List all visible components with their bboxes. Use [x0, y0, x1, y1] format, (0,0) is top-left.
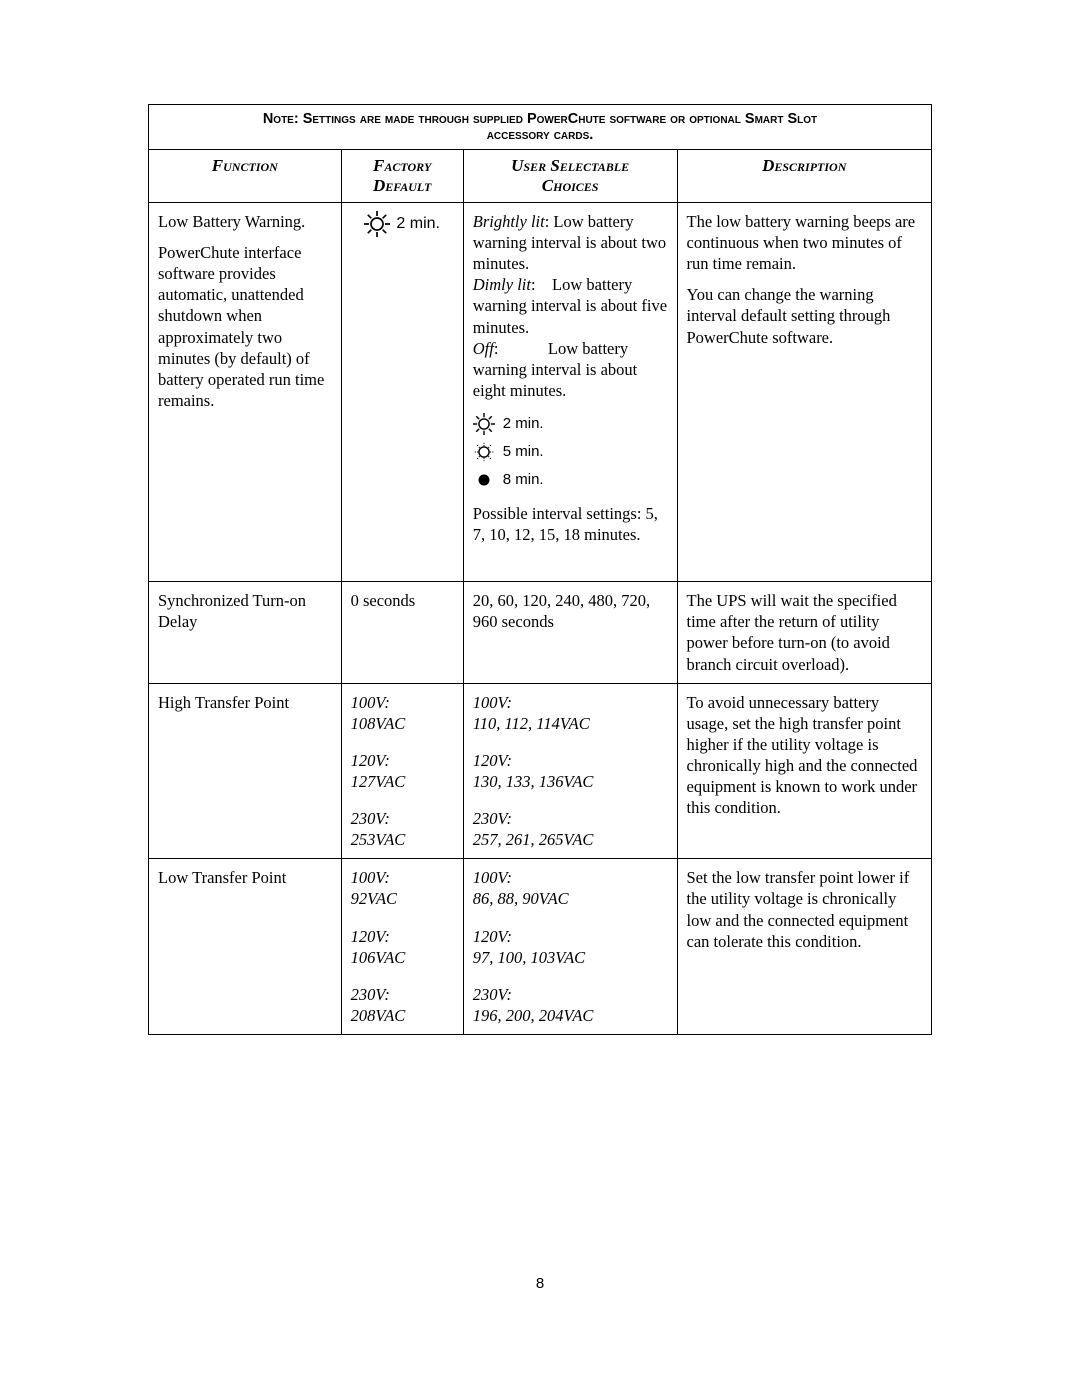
choices-off-text: : Low battery warning interval is about …	[473, 339, 642, 400]
cell-default-low-battery: 2 min.	[341, 203, 463, 582]
lt-c-100v-val: 86, 88, 90VAC	[473, 888, 668, 909]
row-low-transfer: Low Transfer Point 100V: 92VAC 120V: 106…	[149, 859, 932, 1035]
hdr-choices: User Selectable Choices	[463, 150, 677, 203]
desc-lb-p2: You can change the warning interval defa…	[687, 284, 923, 347]
desc-lb-p1: The low battery warning beeps are contin…	[687, 211, 923, 274]
hdr-description: Description	[677, 150, 932, 203]
settings-table: Note: Settings are made through supplied…	[148, 104, 932, 1035]
sun-bright-icon	[364, 211, 390, 237]
sun-bright-icon	[473, 413, 495, 435]
ind-off: 8 min.	[503, 470, 544, 489]
lt-c-120v-val: 97, 100, 103VAC	[473, 947, 668, 968]
sun-dim-icon	[473, 441, 495, 463]
ht-c-100v-val: 110, 112, 114VAC	[473, 713, 668, 734]
page: Note: Settings are made through supplied…	[0, 0, 1080, 1352]
solid-circle-icon	[473, 469, 495, 491]
header-row: Function Factory Default User Selectable…	[149, 150, 932, 203]
ht-c-230v-val: 257, 261, 265VAC	[473, 829, 668, 850]
cell-desc-low-battery: The low battery warning beeps are contin…	[677, 203, 932, 582]
ht-c-100v-lbl: 100V:	[473, 692, 668, 713]
ht-d-120v-lbl: 120V:	[351, 750, 454, 771]
cell-default-lt: 100V: 92VAC 120V: 106VAC 230V: 208VAC	[341, 859, 463, 1035]
default-lb-label: 2 min.	[396, 214, 440, 234]
note-line1: Note: Settings are made through supplied…	[263, 111, 817, 127]
cell-func-sync: Synchronized Turn-on Delay	[149, 582, 342, 683]
cell-desc-lt: Set the low transfer point lower if the …	[677, 859, 932, 1035]
lt-d-120v-lbl: 120V:	[351, 926, 454, 947]
func-lb-p2: PowerChute interface software provides a…	[158, 242, 332, 411]
lt-d-120v-val: 106VAC	[351, 947, 454, 968]
choices-footer: Possible interval settings: 5, 7, 10, 12…	[473, 503, 668, 545]
hdr-function: Function	[149, 150, 342, 203]
page-number: 8	[148, 1275, 932, 1292]
lt-d-230v-lbl: 230V:	[351, 984, 454, 1005]
row-high-transfer: High Transfer Point 100V: 108VAC 120V: 1…	[149, 683, 932, 859]
note-line2: accessory cards.	[487, 127, 594, 143]
ht-d-120v-val: 127VAC	[351, 771, 454, 792]
cell-desc-ht: To avoid unnecessary battery usage, set …	[677, 683, 932, 859]
lt-d-100v-val: 92VAC	[351, 888, 454, 909]
ht-c-120v-lbl: 120V:	[473, 750, 668, 771]
ht-d-100v-val: 108VAC	[351, 713, 454, 734]
cell-default-sync: 0 seconds	[341, 582, 463, 683]
note-cell: Note: Settings are made through supplied…	[149, 105, 932, 150]
lt-c-100v-lbl: 100V:	[473, 867, 668, 888]
cell-choices-sync: 20, 60, 120, 240, 480, 720, 960 seconds	[463, 582, 677, 683]
choices-off-label: Off	[473, 339, 494, 358]
cell-desc-sync: The UPS will wait the specified time aft…	[677, 582, 932, 683]
choices-brightly-label: Brightly lit	[473, 212, 545, 231]
cell-default-ht: 100V: 108VAC 120V: 127VAC 230V: 253VAC	[341, 683, 463, 859]
ht-c-120v-val: 130, 133, 136VAC	[473, 771, 668, 792]
ht-d-230v-lbl: 230V:	[351, 808, 454, 829]
choices-dimly-label: Dimly lit	[473, 275, 531, 294]
note-row: Note: Settings are made through supplied…	[149, 105, 932, 150]
lt-c-230v-lbl: 230V:	[473, 984, 668, 1005]
row-low-battery: Low Battery Warning. PowerChute interfac…	[149, 203, 932, 582]
cell-choices-ht: 100V: 110, 112, 114VAC 120V: 130, 133, 1…	[463, 683, 677, 859]
func-lb-p1: Low Battery Warning.	[158, 211, 332, 232]
ind-dim: 5 min.	[503, 442, 544, 461]
lt-d-230v-val: 208VAC	[351, 1005, 454, 1026]
cell-func-low-battery: Low Battery Warning. PowerChute interfac…	[149, 203, 342, 582]
ht-c-230v-lbl: 230V:	[473, 808, 668, 829]
cell-func-ht: High Transfer Point	[149, 683, 342, 859]
cell-choices-lt: 100V: 86, 88, 90VAC 120V: 97, 100, 103VA…	[463, 859, 677, 1035]
lt-d-100v-lbl: 100V:	[351, 867, 454, 888]
ind-bright: 2 min.	[503, 414, 544, 433]
hdr-default: Factory Default	[341, 150, 463, 203]
row-sync-delay: Synchronized Turn-on Delay 0 seconds 20,…	[149, 582, 932, 683]
lt-c-230v-val: 196, 200, 204VAC	[473, 1005, 668, 1026]
cell-func-lt: Low Transfer Point	[149, 859, 342, 1035]
lt-c-120v-lbl: 120V:	[473, 926, 668, 947]
ht-d-100v-lbl: 100V:	[351, 692, 454, 713]
cell-choices-low-battery: Brightly lit : Low battery warning interv…	[463, 203, 677, 582]
ht-d-230v-val: 253VAC	[351, 829, 454, 850]
